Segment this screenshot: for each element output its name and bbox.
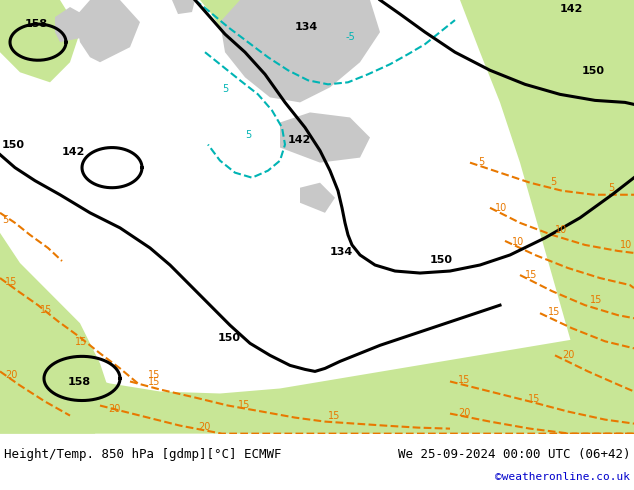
Text: 5: 5 xyxy=(2,215,8,225)
Text: 150: 150 xyxy=(582,66,605,76)
Polygon shape xyxy=(0,333,634,434)
Text: 15: 15 xyxy=(148,370,160,380)
Text: 150: 150 xyxy=(430,255,453,265)
Text: 142: 142 xyxy=(288,135,311,145)
Text: 10: 10 xyxy=(555,225,567,235)
Polygon shape xyxy=(75,0,140,62)
Text: 150: 150 xyxy=(2,140,25,149)
Text: 15: 15 xyxy=(458,375,470,386)
Polygon shape xyxy=(172,0,195,14)
Text: Height/Temp. 850 hPa [gdmp][°C] ECMWF: Height/Temp. 850 hPa [gdmp][°C] ECMWF xyxy=(4,448,281,461)
Text: 134: 134 xyxy=(330,247,353,257)
Text: 134: 134 xyxy=(295,22,318,32)
Text: ©weatheronline.co.uk: ©weatheronline.co.uk xyxy=(495,472,630,482)
Text: 158: 158 xyxy=(68,377,91,388)
Polygon shape xyxy=(270,47,292,67)
Text: We 25-09-2024 00:00 UTC (06+42): We 25-09-2024 00:00 UTC (06+42) xyxy=(398,448,630,461)
Polygon shape xyxy=(460,0,634,434)
Text: 15: 15 xyxy=(238,399,250,410)
Text: 15: 15 xyxy=(75,337,87,347)
Polygon shape xyxy=(200,0,360,62)
Text: 142: 142 xyxy=(560,4,583,14)
Text: -5: -5 xyxy=(345,32,355,42)
Text: 158: 158 xyxy=(25,19,48,29)
Polygon shape xyxy=(55,7,88,42)
Text: 142: 142 xyxy=(62,147,86,157)
Text: 15: 15 xyxy=(590,295,602,305)
Text: 20: 20 xyxy=(198,421,210,432)
Polygon shape xyxy=(0,0,110,434)
Text: 15: 15 xyxy=(548,307,560,317)
Text: 15: 15 xyxy=(40,305,53,315)
Text: 20: 20 xyxy=(562,350,574,360)
Text: 10: 10 xyxy=(512,237,524,247)
Text: 5: 5 xyxy=(222,84,228,95)
Text: 15: 15 xyxy=(525,270,538,280)
Text: 20: 20 xyxy=(108,404,120,414)
Text: 5: 5 xyxy=(478,157,484,167)
Text: 20: 20 xyxy=(5,370,17,380)
Polygon shape xyxy=(300,183,335,213)
Text: 5: 5 xyxy=(608,183,614,193)
Text: 5: 5 xyxy=(245,129,251,140)
Polygon shape xyxy=(280,112,370,163)
Text: 150: 150 xyxy=(218,333,241,343)
Text: 15: 15 xyxy=(528,393,540,404)
Polygon shape xyxy=(0,0,80,82)
Text: 10: 10 xyxy=(495,203,507,213)
Text: 15: 15 xyxy=(5,277,17,287)
Text: 5: 5 xyxy=(550,177,556,187)
Text: 10: 10 xyxy=(620,240,632,250)
Polygon shape xyxy=(220,0,380,102)
Text: 20: 20 xyxy=(458,408,470,417)
Text: 15: 15 xyxy=(328,411,340,420)
Text: 15: 15 xyxy=(148,377,160,388)
